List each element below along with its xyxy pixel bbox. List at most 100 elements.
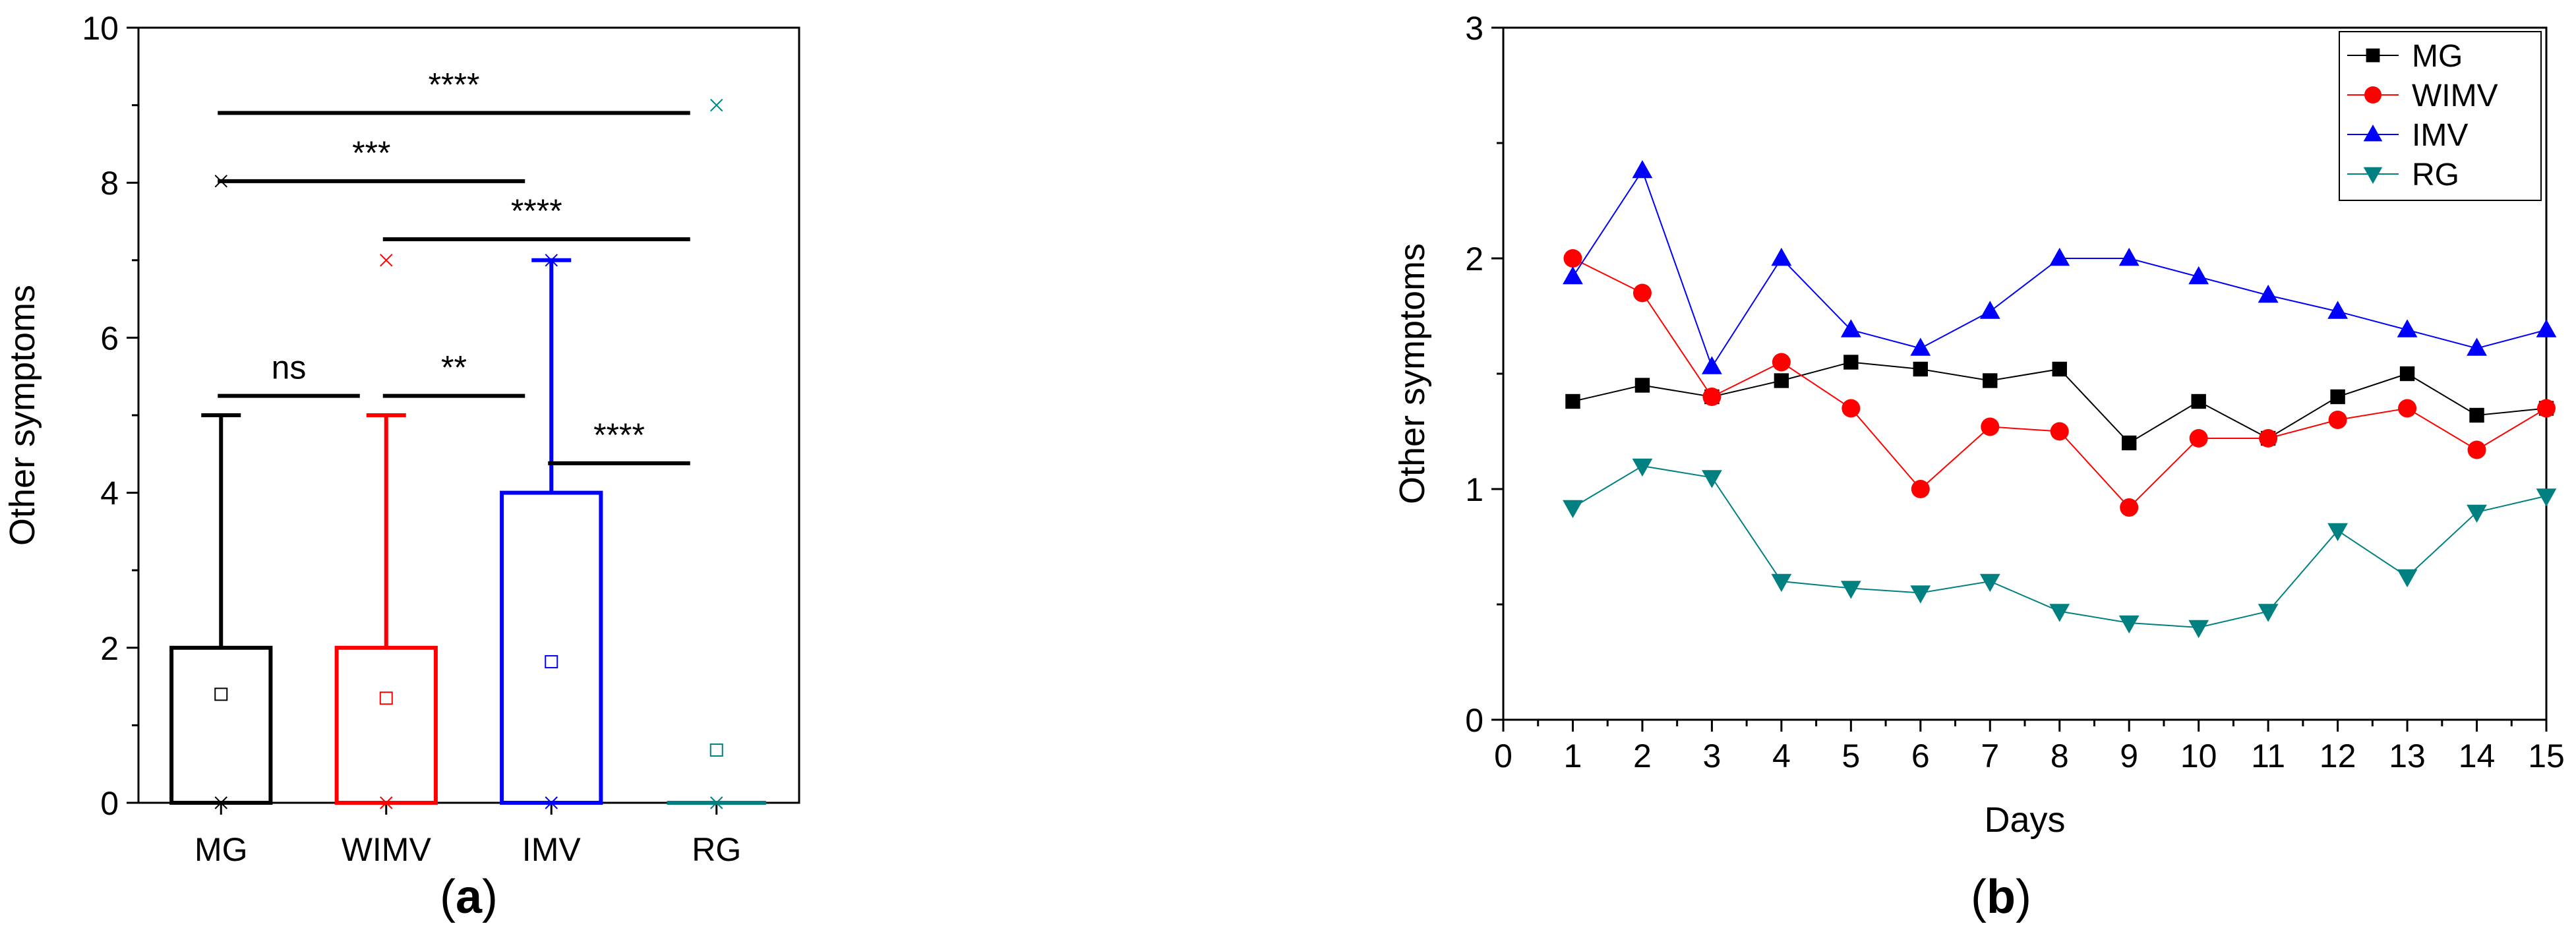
series-point — [2536, 319, 2557, 337]
panel-b-x-tick-label: 1 — [1564, 738, 1582, 774]
panel-a-y-tick-label: 0 — [100, 785, 119, 822]
series-point — [2258, 284, 2279, 303]
panel-a-y-tick-label: 8 — [100, 165, 119, 202]
box-wimv — [334, 254, 438, 809]
series-point — [2259, 429, 2278, 448]
box-mean-marker — [214, 687, 228, 701]
panel-b-x-tick-label: 14 — [2459, 738, 2496, 774]
series-point — [2188, 266, 2209, 285]
panel-a-x-tick-label: MG — [195, 831, 248, 868]
series-point — [1910, 337, 1931, 356]
box-imv — [500, 254, 603, 809]
series-point — [1634, 378, 1650, 393]
series-point — [1632, 160, 1653, 179]
significance-label: **** — [593, 417, 645, 453]
panel-a-label-letter: a — [456, 871, 483, 923]
series-point — [1771, 573, 1792, 593]
panel-a-label: (a) — [440, 871, 498, 923]
series-point — [1565, 393, 1580, 409]
box-mean-marker — [545, 654, 558, 668]
box-mean-marker — [379, 691, 393, 705]
box-rg — [667, 98, 766, 809]
panel-b-x-tick-label: 6 — [1911, 738, 1930, 774]
panel-b-x-tick-label: 2 — [1633, 738, 1652, 774]
series-point — [1981, 417, 2000, 436]
series-point — [2191, 393, 2206, 409]
panel-a-boxes — [169, 98, 766, 809]
panel-b-x-tick-label: 4 — [1772, 738, 1791, 774]
series-point — [1842, 399, 1861, 418]
panel-b-x-tick-label: 13 — [2389, 738, 2426, 774]
panel-b-y-axis-label: Other symptoms — [1393, 243, 1432, 504]
series-point — [1632, 283, 1652, 303]
series-point — [2189, 429, 2208, 448]
panel-b-x-tick-label: 0 — [1494, 738, 1513, 774]
box-extreme-marker — [380, 796, 393, 809]
legend-label: MG — [2412, 39, 2463, 74]
series-point — [2398, 399, 2417, 418]
panel-b-x-tick-label: 11 — [2251, 738, 2285, 774]
series-point — [2049, 247, 2070, 266]
series-point — [1979, 301, 2000, 319]
panel-b-x-axis-label: Days — [1984, 800, 2065, 840]
panel-b-label: (b) — [1971, 871, 2031, 923]
series-point — [1563, 266, 1583, 285]
panel-b-x-tick-label: 9 — [2120, 738, 2138, 774]
panel-b-legend: MG WIMV IMV RG — [2339, 31, 2542, 201]
legend-entry-imv: IMV — [2347, 118, 2468, 153]
series-point — [2330, 389, 2345, 405]
series-point — [2363, 125, 2383, 142]
series-point — [2052, 361, 2067, 377]
series-point — [1563, 500, 1583, 519]
series-mg — [1565, 355, 2554, 451]
box-body — [334, 645, 438, 805]
series-point — [1772, 353, 1791, 372]
series-line — [1572, 465, 2547, 629]
box-extreme-marker — [545, 796, 558, 809]
series-point — [1910, 585, 1931, 604]
series-point — [1702, 388, 1722, 406]
series-point — [1702, 356, 1722, 374]
series-imv — [1563, 160, 2557, 374]
series-point — [1774, 373, 1789, 388]
series-point — [2049, 604, 2070, 622]
series-point — [2364, 86, 2381, 103]
series-point — [2399, 366, 2415, 382]
series-point — [2536, 488, 2557, 507]
panel-b-y-tick-label: 1 — [1465, 471, 1483, 508]
panel-b-x-tick-label: 15 — [2528, 738, 2565, 774]
panel-b-series — [1563, 160, 2557, 639]
panel-a-significance-bars: ns ***************** — [218, 66, 690, 465]
panel-b-y-tick-label: 0 — [1465, 702, 1483, 739]
series-point — [1979, 573, 2000, 593]
series-point — [2258, 604, 2279, 622]
significance-label: **** — [511, 192, 562, 229]
series-point — [2122, 435, 2137, 451]
series-point — [1840, 319, 1861, 337]
box-mg — [169, 175, 273, 809]
series-point — [2327, 523, 2348, 542]
panel-a-x-tick-label: IMV — [522, 831, 582, 868]
panel-b-x-tick-label: 10 — [2180, 738, 2217, 774]
series-point — [2397, 569, 2418, 588]
legend-label: RG — [2412, 158, 2459, 192]
legend-entry-rg: RG — [2347, 158, 2459, 192]
panel-a-x-axis: MG WIMV IMV RG — [195, 803, 741, 868]
panel-b-y-axis: 0 1 2 3 — [1465, 10, 1503, 739]
series-point — [2328, 411, 2347, 429]
series-rg — [1563, 458, 2557, 639]
series-point — [2327, 301, 2348, 319]
series-point — [2397, 319, 2418, 337]
panel-b-y-tick-label: 3 — [1465, 10, 1483, 47]
legend-entry-wimv: WIMV — [2347, 78, 2498, 113]
legend-entry-mg: MG — [2347, 39, 2463, 74]
box-extreme-marker — [545, 254, 558, 267]
legend-label: WIMV — [2412, 78, 2498, 113]
panel-a-y-tick-label: 4 — [100, 475, 119, 512]
series-point — [2537, 399, 2556, 418]
significance-label: ns — [272, 349, 307, 386]
panel-b-x-tick-label: 8 — [2051, 738, 2069, 774]
series-wimv — [1563, 249, 2556, 517]
